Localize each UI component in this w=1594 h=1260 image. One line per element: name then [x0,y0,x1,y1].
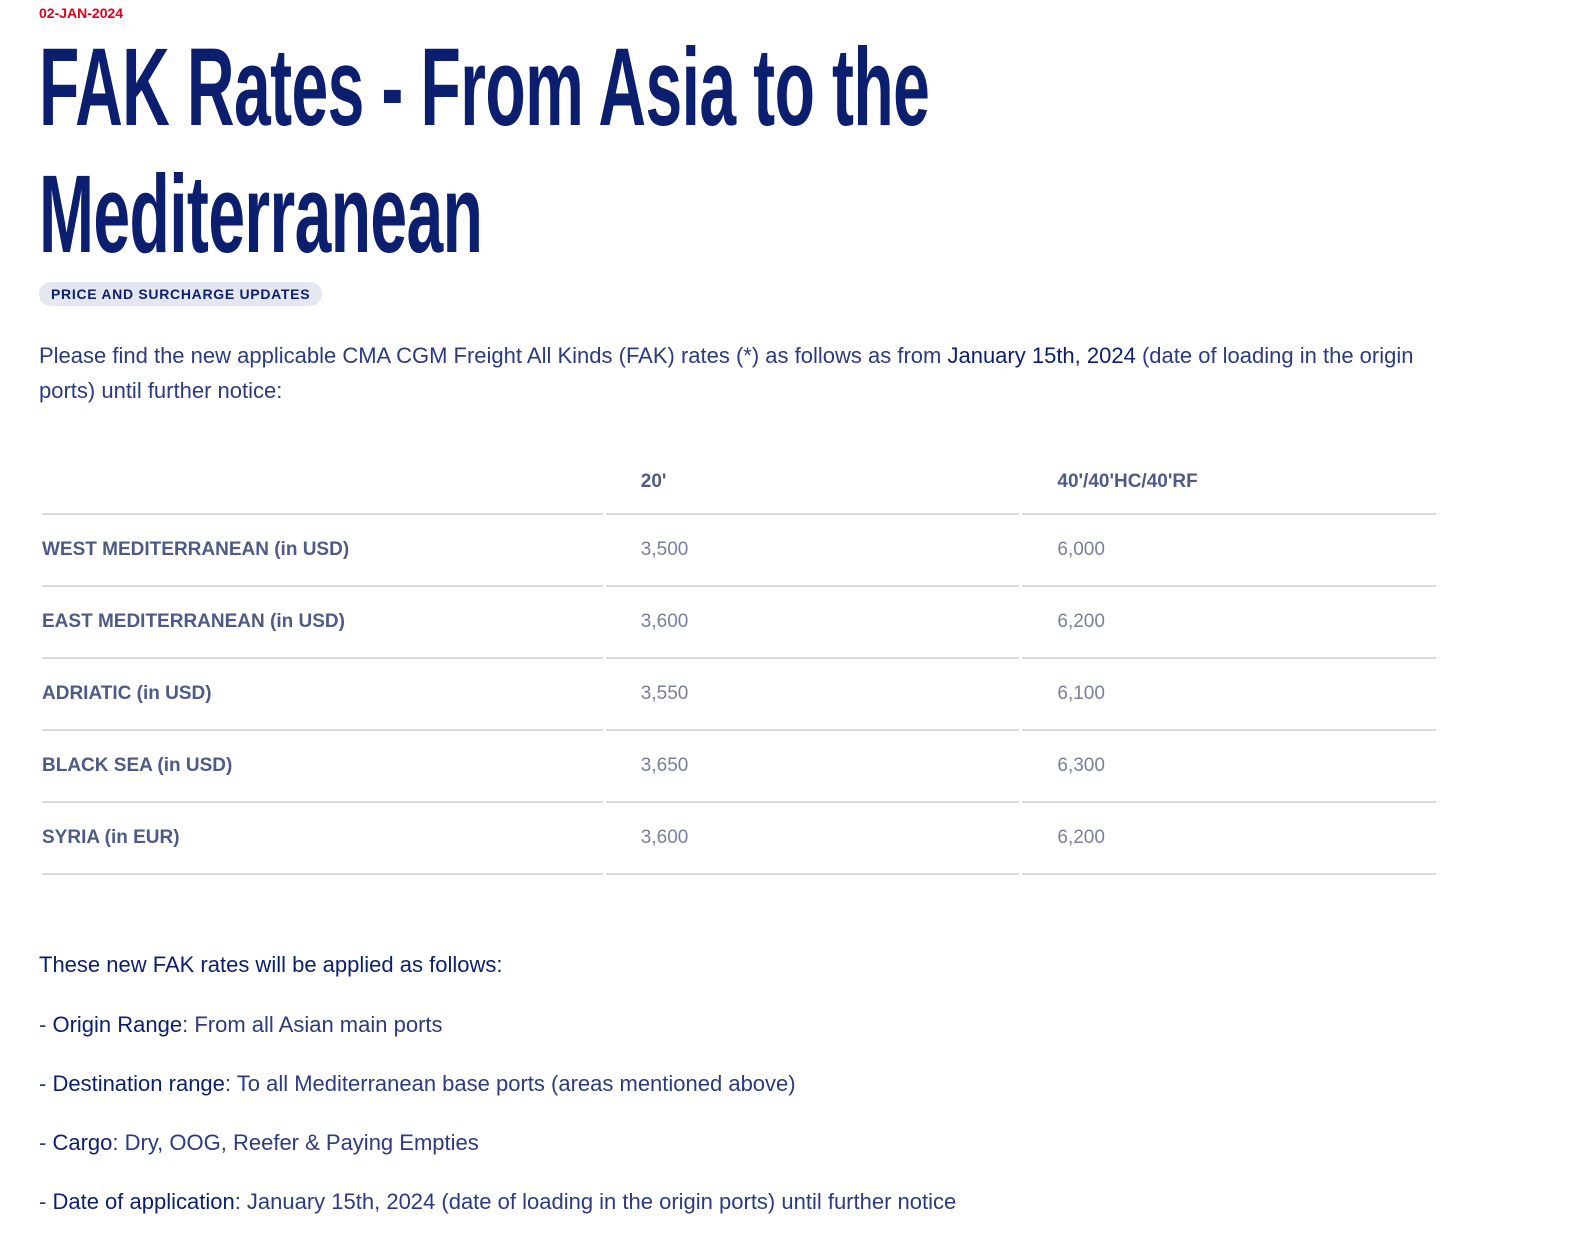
bullet-key: Destination range [52,1071,225,1096]
bullet-dash: - [39,1189,53,1214]
rate-40ft: 6,200 [1022,803,1436,875]
table-row: WEST MEDITERRANEAN (in USD) 3,500 6,000 [42,515,1436,587]
header-20ft: 20' [605,450,1020,515]
intro-text: Please find the new applicable CMA CGM F… [39,343,948,368]
rate-40ft: 6,300 [1022,731,1436,803]
rate-20ft: 3,550 [605,659,1020,731]
rate-20ft: 3,500 [605,515,1020,587]
intro-paragraph: Please find the new applicable CMA CGM F… [39,338,1439,408]
bullet-key: Cargo [52,1130,113,1155]
rate-20ft: 3,650 [605,731,1020,803]
rates-table: 20' 40'/40'HC/40'RF WEST MEDITERRANEAN (… [39,450,1439,875]
rate-40ft: 6,100 [1022,659,1436,731]
bullet-key: Date of application [52,1189,235,1214]
category-tag[interactable]: PRICE AND SURCHARGE UPDATES [39,282,323,306]
header-region [42,450,603,515]
rate-20ft: 3,600 [605,803,1020,875]
bullet-value: : From all Asian main ports [182,1012,443,1037]
list-item: - Origin Range: From all Asian main port… [39,1012,956,1071]
list-item: - Destination range: To all Mediterranea… [39,1071,956,1130]
table-row: BLACK SEA (in USD) 3,650 6,300 [42,731,1436,803]
header-40ft: 40'/40'HC/40'RF [1022,450,1436,515]
region-label: BLACK SEA (in USD) [42,731,603,803]
region-label: SYRIA (in EUR) [42,803,603,875]
bullet-value: : January 15th, 2024 (date of loading in… [234,1189,957,1214]
rate-40ft: 6,200 [1022,587,1436,659]
table-row: EAST MEDITERRANEAN (in USD) 3,600 6,200 [42,587,1436,659]
region-label: WEST MEDITERRANEAN (in USD) [42,515,603,587]
list-item: - Date of application: January 15th, 202… [39,1189,956,1248]
page-title: FAK Rates - From Asia to the Mediterranea… [39,24,1059,278]
bullet-value: : Dry, OOG, Reefer & Paying Empties [112,1130,479,1155]
table-row: SYRIA (in EUR) 3,600 6,200 [42,803,1436,875]
region-label: ADRIATIC (in USD) [42,659,603,731]
rate-40ft: 6,000 [1022,515,1436,587]
application-list: - Origin Range: From all Asian main port… [39,1012,956,1248]
apply-heading: These new FAK rates will be applied as f… [39,952,503,977]
intro-date: January 15th, 2024 [947,343,1136,368]
intro-text-end: (date of loading in the origin ports) un… [39,343,1414,403]
table-row: ADRIATIC (in USD) 3,550 6,100 [42,659,1436,731]
bullet-value: : To all Mediterranean base ports (areas… [224,1071,796,1096]
title-line-1: FAK Rates - From Asia to the [39,26,930,149]
bullet-dash: - [39,1071,53,1096]
bullet-dash: - [39,1012,53,1037]
table-header-row: 20' 40'/40'HC/40'RF [42,450,1436,515]
region-label: EAST MEDITERRANEAN (in USD) [42,587,603,659]
bullet-key: Origin Range [52,1012,183,1037]
bullet-dash: - [39,1130,53,1155]
rate-20ft: 3,600 [605,587,1020,659]
publish-date: 02-JAN-2024 [39,5,124,21]
list-item: - Cargo: Dry, OOG, Reefer & Paying Empti… [39,1130,956,1189]
title-line-2: Mediterranean [39,153,483,276]
